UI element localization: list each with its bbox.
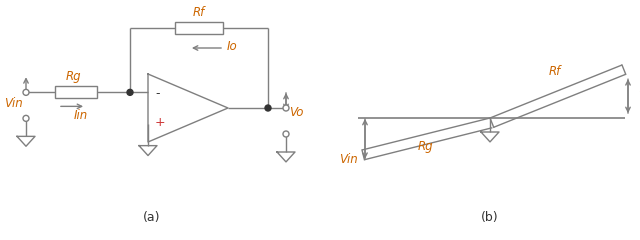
Bar xyxy=(175,22,223,34)
Text: (b): (b) xyxy=(481,211,499,224)
Text: Rg: Rg xyxy=(417,140,433,153)
Text: Iin: Iin xyxy=(74,109,88,122)
Text: Vin: Vin xyxy=(339,153,358,166)
Text: Vin: Vin xyxy=(4,97,23,110)
Text: Rf: Rf xyxy=(193,6,205,19)
Circle shape xyxy=(283,131,289,137)
Text: Rg: Rg xyxy=(66,70,82,83)
Circle shape xyxy=(127,89,133,95)
Circle shape xyxy=(265,105,271,111)
Circle shape xyxy=(23,115,29,121)
Text: Vo: Vo xyxy=(289,107,303,120)
Text: Io: Io xyxy=(227,41,237,54)
Text: Rf: Rf xyxy=(549,65,561,78)
Text: -: - xyxy=(155,87,159,100)
Bar xyxy=(55,86,97,98)
Text: Vo: Vo xyxy=(638,90,640,103)
Circle shape xyxy=(23,89,29,95)
Text: (a): (a) xyxy=(143,211,161,224)
Circle shape xyxy=(283,105,289,111)
Text: +: + xyxy=(155,116,166,129)
